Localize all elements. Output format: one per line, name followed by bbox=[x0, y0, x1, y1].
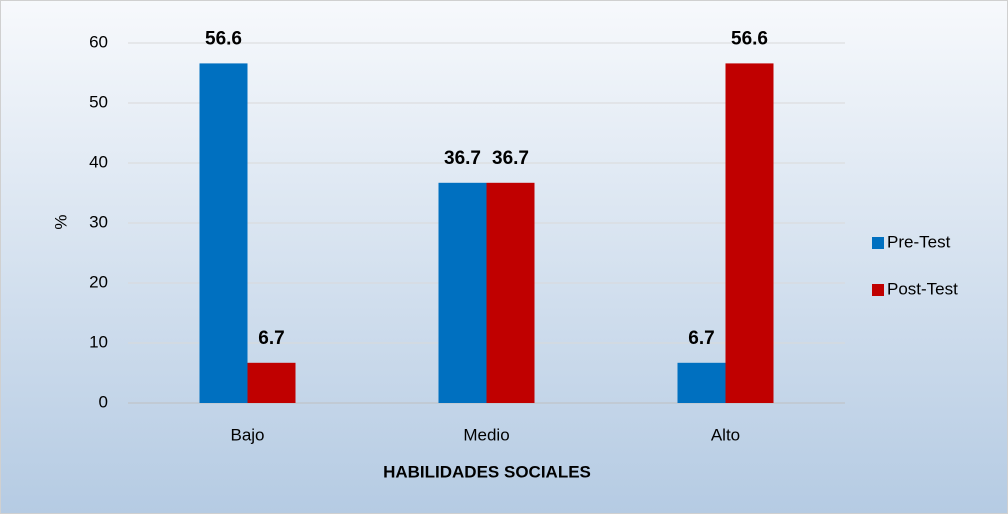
x-tick-label: Bajo bbox=[230, 425, 264, 444]
data-label: 56.6 bbox=[205, 28, 242, 49]
legend-swatch bbox=[872, 284, 884, 296]
bar bbox=[247, 362, 296, 403]
bar bbox=[199, 63, 248, 404]
data-label: 36.7 bbox=[492, 148, 529, 169]
data-label: 6.7 bbox=[688, 328, 714, 349]
x-axis-label: HABILIDADES SOCIALES bbox=[383, 462, 591, 481]
y-tick-label: 0 bbox=[99, 392, 108, 411]
data-label: 36.7 bbox=[444, 148, 481, 169]
data-label: 56.6 bbox=[731, 28, 768, 49]
y-tick-label: 40 bbox=[89, 152, 108, 171]
legend-label: Pre-Test bbox=[887, 232, 951, 251]
x-tick-label: Alto bbox=[711, 425, 740, 444]
x-tick-label: Medio bbox=[463, 425, 509, 444]
bar bbox=[677, 362, 726, 403]
bar bbox=[438, 182, 487, 403]
bar bbox=[725, 63, 774, 404]
y-tick-label: 60 bbox=[89, 32, 108, 51]
y-tick-label: 20 bbox=[89, 272, 108, 291]
bar bbox=[486, 182, 535, 403]
legend-label: Post-Test bbox=[887, 279, 958, 298]
legend-swatch bbox=[872, 237, 884, 249]
y-tick-label: 10 bbox=[89, 332, 108, 351]
data-label: 6.7 bbox=[258, 328, 284, 349]
y-axis-label: % bbox=[51, 214, 70, 229]
y-tick-label: 50 bbox=[89, 92, 108, 111]
y-tick-label: 30 bbox=[89, 212, 108, 231]
